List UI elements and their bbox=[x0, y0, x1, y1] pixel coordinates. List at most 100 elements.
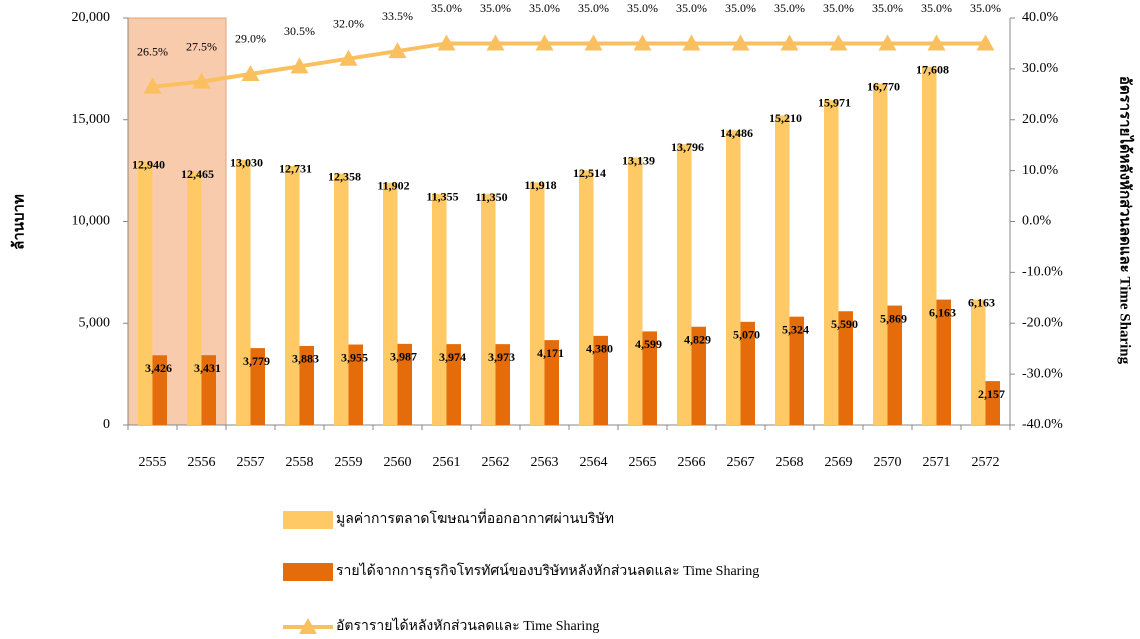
x-tick-label: 2567 bbox=[727, 455, 755, 470]
y-tick-label: 5,000 bbox=[79, 315, 111, 330]
x-tick-label: 2571 bbox=[923, 455, 951, 470]
data-label: 16,770 bbox=[867, 79, 900, 93]
bar bbox=[152, 355, 167, 425]
bar bbox=[495, 344, 510, 425]
x-tick-label: 2558 bbox=[286, 455, 314, 470]
bar bbox=[936, 299, 951, 425]
bar bbox=[299, 345, 314, 425]
bar bbox=[481, 194, 496, 425]
line-marker bbox=[192, 72, 211, 89]
x-tick-label: 2556 bbox=[188, 455, 216, 470]
data-label: 3,426 bbox=[145, 361, 172, 375]
x-tick-label: 2564 bbox=[580, 455, 608, 470]
legend-label: รายได้จากการธุรกิจโทรทัศน์ของบริษัทหลังห… bbox=[336, 562, 759, 579]
bar bbox=[726, 130, 741, 425]
x-tick-label: 2570 bbox=[874, 455, 902, 470]
x-tick-label: 2563 bbox=[531, 455, 559, 470]
bar bbox=[873, 83, 888, 425]
data-label: 12,514 bbox=[573, 166, 606, 180]
bar bbox=[187, 171, 202, 425]
y2-tick-label: 10.0% bbox=[1022, 163, 1059, 178]
bar bbox=[397, 343, 412, 425]
bar bbox=[677, 144, 692, 425]
bar bbox=[432, 193, 447, 425]
data-label: 4,171 bbox=[537, 346, 564, 360]
line-label: 35.0% bbox=[578, 1, 609, 15]
legend-swatch bbox=[283, 511, 333, 529]
data-label: 5,590 bbox=[831, 317, 858, 331]
line-label: 33.5% bbox=[382, 9, 413, 23]
line-marker bbox=[633, 34, 652, 51]
data-label: 12,358 bbox=[328, 169, 361, 183]
y2-tick-label: -20.0% bbox=[1022, 315, 1063, 330]
line-marker bbox=[486, 34, 505, 51]
data-label: 15,210 bbox=[769, 111, 802, 125]
data-label: 14,486 bbox=[720, 126, 753, 140]
line bbox=[152, 41, 986, 89]
legend-marker bbox=[299, 618, 317, 634]
bar bbox=[985, 381, 1000, 425]
y2-tick-label: 40.0% bbox=[1022, 10, 1059, 25]
y2-tick-label: 30.0% bbox=[1022, 61, 1059, 76]
data-label: 11,355 bbox=[426, 190, 458, 204]
line-label: 35.0% bbox=[627, 1, 658, 15]
legend-swatch bbox=[283, 563, 333, 581]
data-label: 3,987 bbox=[390, 350, 417, 364]
line-marker bbox=[143, 77, 162, 94]
line-label: 29.0% bbox=[235, 32, 266, 46]
y-tick-label: 0 bbox=[103, 417, 110, 432]
bar bbox=[691, 326, 706, 425]
bar bbox=[593, 335, 608, 425]
data-label: 4,599 bbox=[635, 337, 662, 351]
data-label: 13,030 bbox=[230, 156, 263, 170]
x-tick-label: 2568 bbox=[776, 455, 804, 470]
x-tick-label: 2569 bbox=[825, 455, 853, 470]
data-label: 13,139 bbox=[622, 153, 655, 167]
line-label: 35.0% bbox=[774, 1, 805, 15]
line-marker bbox=[878, 34, 897, 51]
line-marker bbox=[780, 34, 799, 51]
bar bbox=[971, 299, 986, 425]
bar bbox=[250, 348, 265, 425]
data-label: 5,070 bbox=[733, 328, 760, 342]
line-marker bbox=[437, 34, 456, 51]
bar bbox=[236, 159, 251, 426]
line-marker bbox=[731, 34, 750, 51]
bar bbox=[138, 161, 153, 425]
bar bbox=[775, 115, 790, 425]
bar bbox=[348, 344, 363, 425]
x-tick-label: 2555 bbox=[139, 455, 167, 470]
bar bbox=[334, 173, 349, 425]
line-label: 35.0% bbox=[529, 1, 560, 15]
line-marker bbox=[241, 64, 260, 81]
line-label: 35.0% bbox=[725, 1, 756, 15]
line-marker bbox=[290, 57, 309, 74]
bar bbox=[824, 99, 839, 426]
y2-tick-label: 0.0% bbox=[1022, 214, 1052, 229]
line-marker bbox=[584, 34, 603, 51]
line-label: 35.0% bbox=[823, 1, 854, 15]
y2-tick-label: 20.0% bbox=[1022, 112, 1059, 127]
line-label: 27.5% bbox=[186, 39, 217, 53]
data-label: 4,829 bbox=[684, 332, 711, 346]
bar bbox=[201, 355, 216, 425]
data-label: 3,779 bbox=[243, 354, 270, 368]
line-marker bbox=[535, 34, 554, 51]
line-label: 26.5% bbox=[137, 44, 168, 58]
data-label: 12,731 bbox=[279, 162, 312, 176]
x-tick-label: 2562 bbox=[482, 455, 510, 470]
data-label: 12,940 bbox=[132, 157, 165, 171]
y-tick-label: 15,000 bbox=[72, 112, 111, 127]
x-tick-label: 2560 bbox=[384, 455, 412, 470]
data-label: 6,163 bbox=[929, 305, 956, 319]
line-label: 35.0% bbox=[921, 1, 952, 15]
line-label: 32.0% bbox=[333, 16, 364, 30]
data-label: 3,955 bbox=[341, 350, 368, 364]
line-label: 35.0% bbox=[676, 1, 707, 15]
line-marker bbox=[339, 49, 358, 66]
bar bbox=[922, 66, 937, 426]
y-axis-label: ล้านบาท bbox=[10, 194, 27, 250]
line-marker bbox=[927, 34, 946, 51]
x-tick-label: 2566 bbox=[678, 455, 706, 470]
